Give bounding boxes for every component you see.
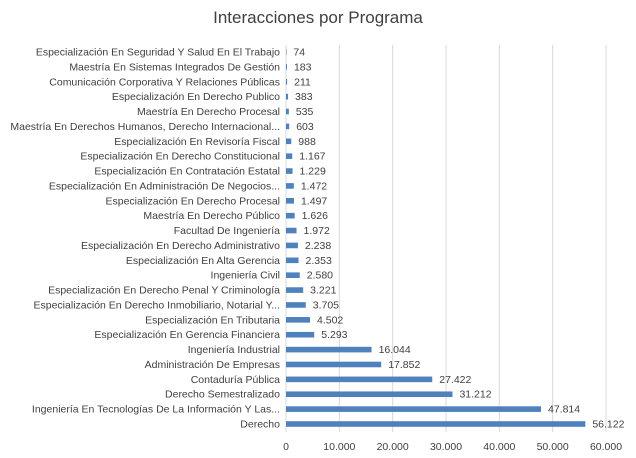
data-label: 3.221	[310, 285, 336, 297]
category-label: Especialización En Derecho Procesal	[105, 195, 280, 207]
data-label: 5.293	[321, 329, 347, 341]
data-label: 56.122	[592, 419, 624, 431]
category-label: Maestría En Derecho Procesal	[137, 106, 280, 118]
data-label: 74	[293, 47, 305, 59]
bar	[286, 78, 288, 85]
data-label: 988	[298, 136, 316, 148]
data-label: 183	[294, 61, 312, 73]
data-label: 1.626	[302, 210, 328, 222]
category-label: Especialización En Derecho Constituciona…	[80, 151, 280, 163]
bar	[286, 138, 292, 145]
data-label: 1.229	[300, 166, 326, 178]
category-label: Especialización En Seguridad Y Salud En …	[36, 47, 280, 59]
category-label: Administración De Empresas	[145, 359, 280, 371]
x-tick-label: 50.000	[537, 441, 569, 453]
bar	[286, 227, 297, 234]
data-label: 2.353	[306, 255, 332, 267]
category-label: Maestría En Derecho Público	[143, 210, 280, 222]
data-label: 535	[296, 106, 314, 118]
data-label: 2.238	[305, 240, 331, 252]
bar	[286, 257, 299, 264]
data-label: 3.705	[313, 299, 339, 311]
chart-title: Interacciones por Programa	[213, 8, 423, 27]
data-label: 27.422	[439, 374, 471, 386]
category-label: Maestría En Derechos Humanos, Derecho In…	[10, 121, 280, 133]
data-label: 2.580	[307, 270, 333, 282]
data-label: 4.502	[317, 314, 343, 326]
bar	[286, 302, 306, 308]
category-label: Ingeniería Industrial	[188, 344, 280, 356]
bar	[286, 272, 300, 278]
x-tick-label: 30.000	[430, 441, 462, 453]
data-label: 17.852	[388, 359, 420, 371]
bar	[286, 49, 287, 55]
category-label: Especialización En Derecho Publico	[112, 91, 280, 103]
data-label: 1.167	[299, 151, 325, 163]
category-label: Derecho	[240, 419, 280, 431]
bar	[286, 391, 453, 398]
category-label: Especialización En Gerencia Financiera	[94, 329, 280, 341]
bar	[286, 123, 290, 130]
bar	[286, 183, 294, 189]
x-tick-label: 40.000	[483, 441, 515, 453]
category-label: Especialización En Derecho Penal Y Crimi…	[48, 285, 280, 297]
category-label: Comunicación Corporativa Y Relaciones Pú…	[49, 76, 280, 88]
bar	[286, 331, 315, 338]
category-label: Ingeniería Civil	[211, 270, 280, 282]
bar	[286, 376, 433, 383]
data-label: 603	[296, 121, 314, 133]
data-label: 1.472	[301, 180, 327, 192]
data-label: 1.972	[304, 225, 330, 237]
category-label: Especialización En Contratación Estatal	[94, 166, 280, 178]
bar	[286, 406, 542, 412]
bar	[286, 317, 311, 323]
category-label: Especialización En Derecho Administrativ…	[81, 240, 280, 252]
bar	[286, 212, 295, 219]
category-label: Derecho Semestralizado	[165, 389, 280, 401]
category-label: Especialización En Alta Gerencia	[126, 255, 280, 267]
category-label: Maestría En Sistemas Integrados De Gesti…	[69, 61, 280, 73]
x-tick-label: 20.000	[377, 441, 409, 453]
bar	[286, 421, 586, 427]
bar	[286, 64, 287, 70]
bar	[286, 93, 289, 100]
x-tick-label: 10.000	[323, 441, 355, 453]
bar	[286, 346, 372, 353]
x-tick-label: 60.000	[590, 441, 622, 453]
bar	[286, 168, 293, 174]
category-label: Especialización En Tributaria	[145, 314, 280, 326]
data-label: 16.044	[379, 344, 411, 356]
data-label: 47.814	[548, 404, 580, 416]
category-label: Facultad De Ingeniería	[174, 225, 280, 237]
bar	[286, 361, 382, 368]
data-label: 211	[294, 76, 311, 88]
category-label: Especialización En Revisoría Fiscal	[114, 136, 280, 148]
category-label: Ingeniería En Tecnologías De La Informac…	[32, 404, 280, 416]
x-tick-label: 0	[283, 441, 289, 453]
bar	[286, 198, 294, 204]
category-label: Especialización En Derecho Inmobiliario,…	[34, 299, 281, 311]
bar	[286, 287, 304, 293]
bar	[286, 153, 293, 159]
data-label: 31.212	[459, 389, 491, 401]
category-label: Contaduría Pública	[191, 374, 280, 386]
data-label: 383	[295, 91, 313, 103]
bar	[286, 242, 298, 249]
category-label: Especialización En Administración De Neg…	[49, 180, 280, 192]
bar	[286, 108, 289, 115]
data-label: 1.497	[301, 195, 327, 207]
